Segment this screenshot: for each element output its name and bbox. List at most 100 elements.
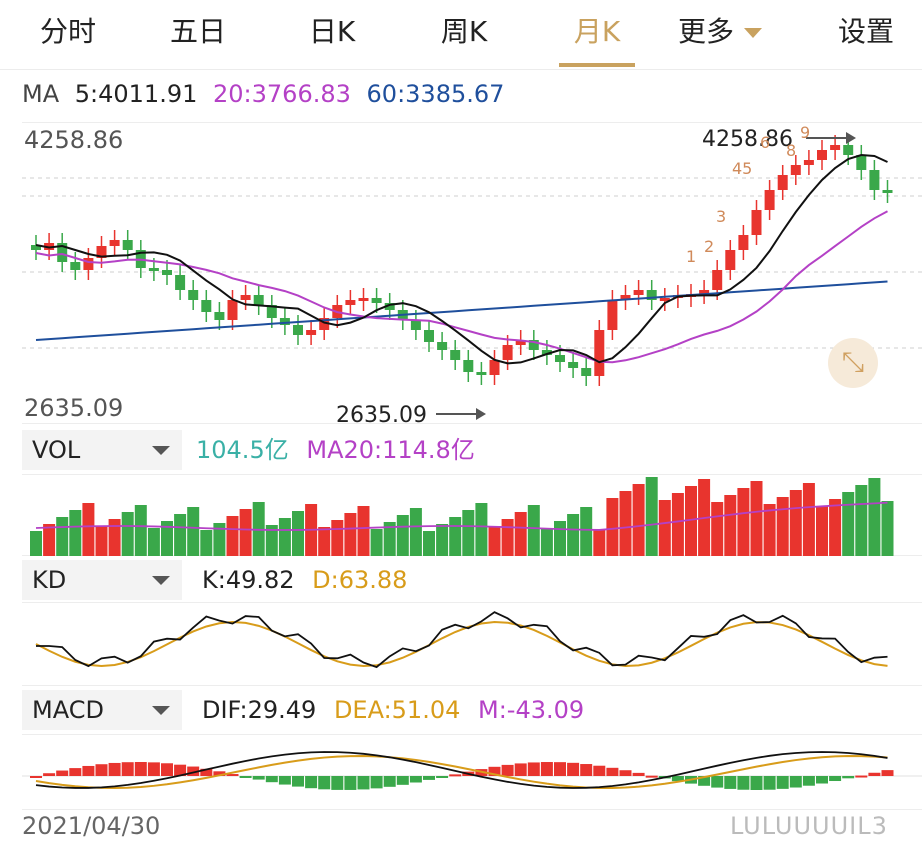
macd-histogram-bar: [619, 770, 632, 776]
macd-histogram-bar: [331, 776, 344, 790]
volume-bar: [881, 501, 894, 556]
tab-intraday[interactable]: 分时: [39, 15, 96, 48]
macd-histogram-bar: [436, 776, 449, 778]
kd-selector-label: KD: [32, 566, 67, 594]
volume-bar: [357, 506, 370, 556]
volume-bar: [396, 515, 409, 556]
ma60-value: 60:3385.67: [366, 80, 505, 108]
macd-histogram-bar: [305, 776, 318, 789]
candle-body: [738, 235, 749, 250]
macd-histogram-bar: [711, 776, 724, 788]
tab-five-day[interactable]: 五日: [169, 15, 226, 48]
candle-body: [162, 270, 172, 275]
sequence-marker: 9: [800, 123, 810, 142]
macd-histogram-bar: [763, 776, 776, 790]
chevron-down-icon: [152, 576, 170, 585]
high-annotation: 4258.86: [702, 127, 793, 152]
candle-body: [594, 330, 605, 376]
macd-histogram-bar: [645, 775, 658, 778]
candle-body: [371, 298, 382, 303]
ma5-line: [35, 153, 888, 365]
tab-daily-k[interactable]: 日K: [308, 15, 356, 48]
volume-bar: [619, 491, 632, 556]
volume-bar: [318, 527, 331, 556]
tab-weekly-k[interactable]: 周K: [440, 15, 488, 48]
candle-body: [725, 250, 736, 270]
macd-dif-line: [35, 751, 888, 789]
macd-histogram-bar: [292, 776, 304, 787]
candle-body: [817, 150, 827, 160]
macd-histogram-bar: [423, 776, 435, 780]
volume-bar: [200, 530, 213, 556]
volume-bar: [292, 511, 304, 556]
macd-histogram-bar: [357, 776, 370, 790]
candle-body: [568, 362, 579, 368]
volume-bar: [409, 508, 422, 556]
macd-histogram-bar: [370, 776, 383, 789]
macd-histogram-bar: [187, 766, 200, 776]
macd-histogram-bar: [449, 774, 462, 777]
macd-histogram-bar: [750, 776, 763, 790]
low-arrow-head: [476, 408, 486, 420]
kd-d-value: D:63.88: [312, 566, 408, 594]
candle-body: [358, 298, 369, 301]
candle-body: [790, 165, 801, 175]
kd-panel[interactable]: [22, 602, 922, 686]
volume-bar: [134, 505, 147, 556]
macd-histogram-bar: [69, 768, 82, 776]
macd-histogram-bar: [606, 767, 619, 776]
volume-bar: [645, 477, 658, 556]
volume-bar: [383, 522, 396, 556]
volume-bar: [685, 486, 697, 556]
sequence-marker: 6: [760, 133, 770, 152]
candle-body: [57, 243, 68, 262]
volume-bar: [567, 514, 580, 556]
ma20-value: 20:3766.83: [213, 80, 351, 108]
macd-histogram-bar: [737, 776, 750, 790]
macd-histogram-bar: [816, 776, 828, 784]
price-low-label: 2635.09: [24, 394, 124, 422]
macd-histogram-bar: [802, 776, 815, 786]
macd-histogram-bar: [829, 776, 842, 782]
volume-bar: [239, 509, 252, 556]
kd-selector[interactable]: KD: [22, 560, 182, 600]
volume-value: 104.5亿: [196, 436, 289, 464]
candle-body: [764, 190, 775, 210]
macd-histogram-bar: [501, 764, 514, 776]
macd-histogram-bar: [318, 776, 331, 790]
candle-body: [843, 145, 854, 155]
candle-body: [803, 160, 814, 165]
macd-histogram-bar: [567, 762, 580, 776]
candle-body: [476, 372, 487, 375]
tab-more[interactable]: 更多: [678, 10, 788, 54]
volume-bar: [724, 495, 737, 556]
ma20-line: [35, 210, 888, 364]
chevron-down-icon: [152, 446, 170, 455]
candle-body: [620, 295, 631, 300]
macd-selector[interactable]: MACD: [22, 690, 182, 730]
tab-more-label: 更多: [678, 15, 735, 48]
macd-histogram-bar: [95, 764, 108, 776]
candle-body: [214, 312, 225, 320]
tab-monthly-k[interactable]: 月K: [573, 15, 621, 48]
tab-settings[interactable]: 设置: [837, 15, 894, 48]
volume-selector[interactable]: VOL: [22, 430, 182, 470]
volume-bar: [802, 483, 815, 556]
expand-arrows-icon[interactable]: ⤡: [828, 338, 878, 388]
candle-body: [777, 175, 788, 190]
volume-bar: [462, 510, 475, 556]
candle-body: [659, 298, 670, 301]
macd-histogram-bar: [554, 762, 566, 776]
macd-histogram-bar: [121, 762, 134, 776]
candle-body: [345, 300, 356, 305]
candle-body: [856, 155, 867, 170]
volume-bar: [842, 492, 855, 556]
candle-body: [175, 275, 186, 290]
volume-bar: [868, 478, 881, 556]
volume-bar: [95, 526, 108, 556]
sequence-marker: 8: [786, 141, 796, 160]
ma5-value: 5:4011.91: [74, 80, 198, 108]
kd-d-line: [35, 621, 888, 668]
volume-bar: [829, 499, 842, 556]
